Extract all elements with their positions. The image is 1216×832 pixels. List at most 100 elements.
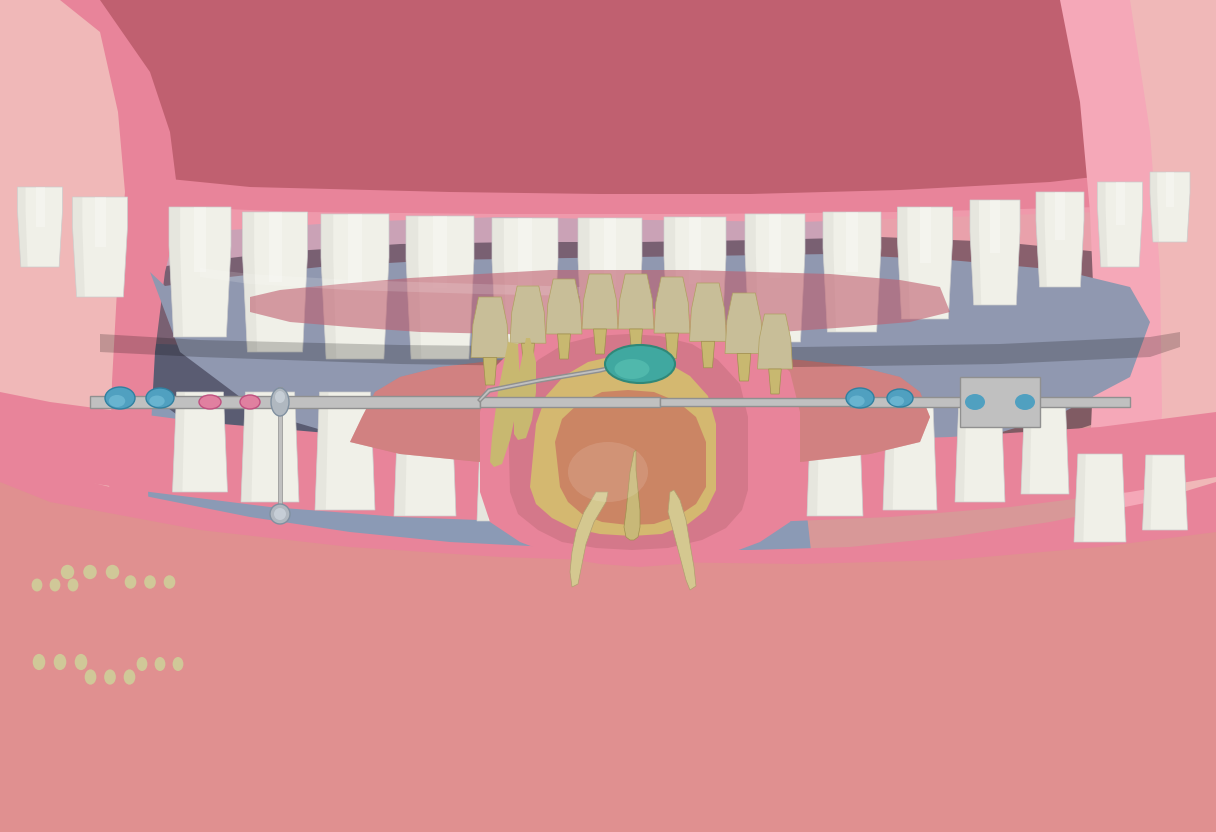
Polygon shape [644, 401, 658, 523]
Polygon shape [73, 197, 128, 297]
Ellipse shape [105, 387, 135, 409]
Ellipse shape [150, 395, 164, 407]
Polygon shape [562, 401, 623, 523]
Polygon shape [522, 343, 535, 369]
Polygon shape [578, 218, 592, 356]
Ellipse shape [124, 670, 135, 685]
Polygon shape [150, 254, 1150, 470]
Polygon shape [919, 207, 930, 263]
Ellipse shape [1015, 394, 1035, 410]
Polygon shape [173, 392, 185, 492]
Polygon shape [883, 402, 938, 510]
Polygon shape [480, 397, 660, 407]
Polygon shape [769, 214, 781, 278]
Polygon shape [1130, 0, 1216, 832]
Polygon shape [582, 274, 618, 329]
Polygon shape [406, 216, 474, 359]
Ellipse shape [606, 345, 675, 383]
Ellipse shape [890, 396, 905, 406]
Polygon shape [688, 217, 702, 284]
Polygon shape [668, 490, 696, 590]
Polygon shape [1098, 182, 1143, 267]
Ellipse shape [270, 504, 289, 524]
Polygon shape [807, 401, 863, 516]
Ellipse shape [846, 388, 874, 408]
Ellipse shape [54, 654, 67, 670]
Polygon shape [269, 212, 281, 282]
Polygon shape [478, 362, 640, 402]
Polygon shape [1150, 172, 1159, 242]
Polygon shape [0, 482, 1216, 832]
Ellipse shape [68, 578, 78, 592]
Ellipse shape [154, 657, 165, 671]
Polygon shape [510, 286, 546, 343]
Polygon shape [689, 283, 726, 341]
Polygon shape [557, 334, 570, 359]
Polygon shape [26, 585, 85, 657]
Polygon shape [618, 274, 654, 329]
Polygon shape [1074, 454, 1086, 542]
Polygon shape [514, 338, 536, 440]
Polygon shape [530, 356, 716, 536]
Polygon shape [1021, 402, 1032, 494]
Polygon shape [242, 212, 308, 352]
Ellipse shape [199, 395, 221, 409]
Polygon shape [883, 402, 895, 510]
Polygon shape [1166, 172, 1173, 207]
Polygon shape [570, 492, 608, 587]
Polygon shape [727, 401, 786, 521]
Polygon shape [800, 0, 1216, 832]
Polygon shape [737, 354, 750, 381]
Polygon shape [665, 333, 679, 359]
Polygon shape [664, 217, 726, 350]
Polygon shape [118, 582, 182, 657]
Polygon shape [1036, 192, 1083, 287]
Polygon shape [745, 214, 805, 342]
Polygon shape [315, 392, 375, 510]
Polygon shape [321, 214, 337, 359]
Ellipse shape [74, 654, 88, 670]
Polygon shape [241, 392, 254, 502]
Ellipse shape [105, 670, 116, 685]
Polygon shape [1074, 454, 1126, 542]
Polygon shape [0, 0, 1216, 232]
Ellipse shape [106, 565, 119, 579]
Ellipse shape [274, 508, 286, 520]
Polygon shape [758, 314, 793, 369]
Polygon shape [130, 664, 190, 742]
Polygon shape [644, 401, 704, 523]
Ellipse shape [886, 389, 913, 407]
Ellipse shape [85, 670, 96, 685]
Polygon shape [406, 216, 421, 359]
Polygon shape [169, 207, 182, 337]
Polygon shape [1150, 172, 1190, 242]
Ellipse shape [32, 578, 43, 592]
Polygon shape [603, 218, 617, 287]
Ellipse shape [849, 395, 865, 407]
Polygon shape [745, 214, 759, 342]
Polygon shape [492, 218, 507, 358]
Polygon shape [321, 214, 389, 359]
Polygon shape [477, 397, 491, 521]
Polygon shape [850, 397, 1130, 407]
Polygon shape [1098, 182, 1108, 267]
Polygon shape [95, 197, 106, 247]
Ellipse shape [275, 391, 285, 403]
Polygon shape [278, 387, 282, 512]
Polygon shape [350, 354, 930, 468]
Polygon shape [193, 207, 207, 272]
Polygon shape [26, 662, 95, 752]
Polygon shape [480, 307, 800, 567]
Polygon shape [80, 237, 1180, 492]
Polygon shape [394, 394, 456, 516]
Polygon shape [348, 214, 362, 286]
Polygon shape [0, 0, 1216, 194]
Polygon shape [35, 187, 45, 227]
Polygon shape [562, 401, 575, 523]
Polygon shape [546, 279, 582, 334]
Polygon shape [897, 207, 910, 319]
Polygon shape [846, 212, 857, 272]
Polygon shape [1055, 192, 1065, 240]
Polygon shape [725, 293, 762, 354]
Ellipse shape [614, 359, 649, 379]
